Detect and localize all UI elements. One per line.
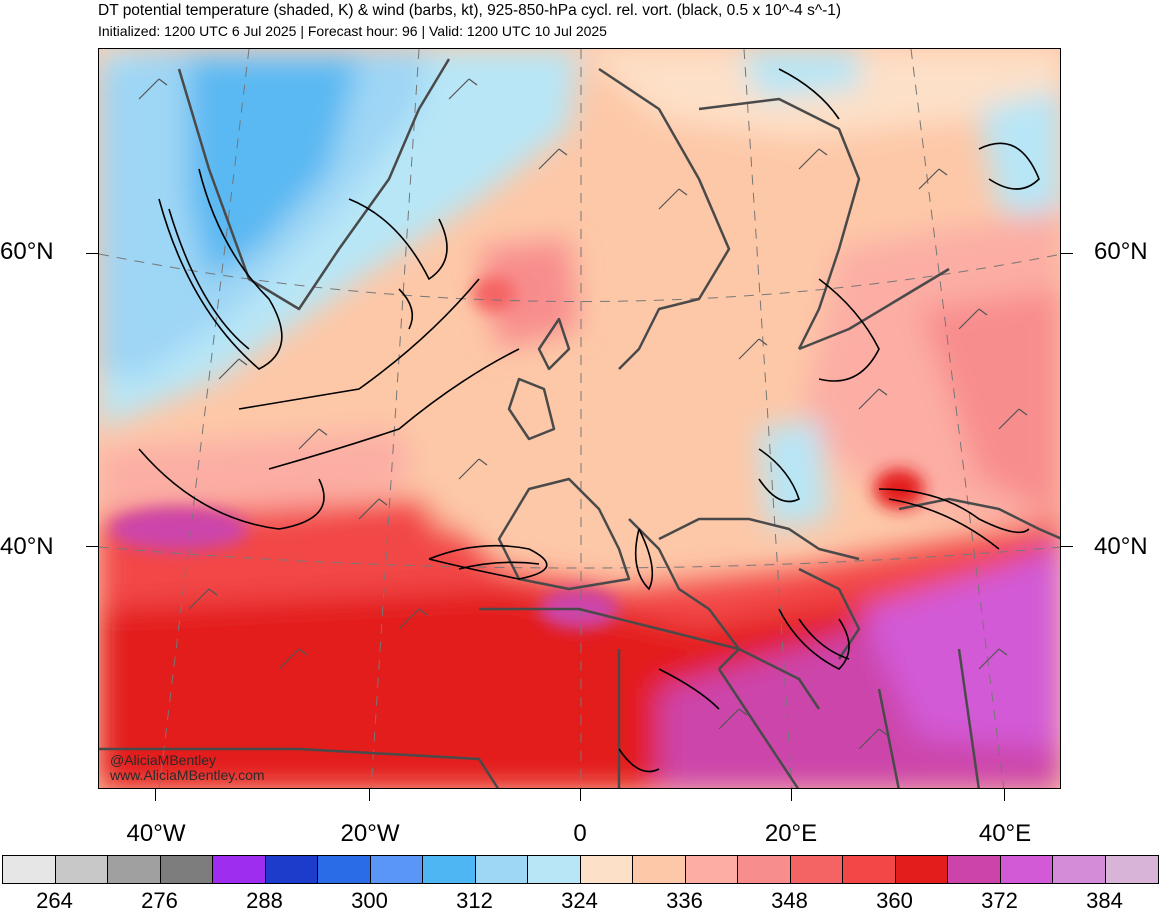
tick-bottom-0 <box>580 789 581 801</box>
colorbar-label: 384 <box>1086 888 1123 913</box>
colorbar-swatch <box>1053 856 1106 883</box>
colorbar-swatch <box>738 856 791 883</box>
colorbar-label: 372 <box>981 888 1018 913</box>
tick-bottom-40w <box>155 789 156 801</box>
lon-label-20e: 20°E <box>764 820 818 847</box>
colorbar-label: 300 <box>351 888 388 913</box>
lat-label-40n-left: 40°N <box>0 533 54 560</box>
watermark-url: www.AliciaMBentley.com <box>110 767 265 783</box>
colorbar-swatch <box>1105 856 1158 883</box>
colorbar <box>2 855 1159 884</box>
tick-left-60n <box>86 253 98 254</box>
colorbar-label: 324 <box>561 888 598 913</box>
colorbar-swatch <box>108 856 161 883</box>
colorbar-swatch <box>948 856 1001 883</box>
colorbar-swatch <box>318 856 371 883</box>
colorbar-label: 264 <box>36 888 73 913</box>
lat-label-40n-right: 40°N <box>1094 533 1148 560</box>
temperature-shading <box>99 49 1060 788</box>
map-panel <box>98 48 1061 789</box>
colorbar-swatch <box>3 856 56 883</box>
colorbar-swatch <box>160 856 213 883</box>
colorbar-label: 348 <box>771 888 808 913</box>
tick-bottom-20e <box>791 789 792 801</box>
colorbar-swatch <box>843 856 896 883</box>
colorbar-swatch <box>423 856 476 883</box>
watermark-handle: @AliciaMBentley <box>110 752 217 768</box>
colorbar-swatch <box>633 856 686 883</box>
tick-left-40n <box>86 546 98 547</box>
vorticity-contours <box>138 68 1040 773</box>
colorbar-swatch <box>895 856 948 883</box>
colorbar-swatch <box>370 856 423 883</box>
lat-label-60n-left: 60°N <box>0 238 54 265</box>
colorbar-swatch <box>213 856 266 883</box>
lon-label-40e: 40°E <box>978 820 1032 847</box>
tick-right-40n <box>1061 546 1073 547</box>
colorbar-label: 288 <box>246 888 283 913</box>
colorbar-label: 336 <box>666 888 703 913</box>
tick-bottom-40e <box>1004 789 1005 801</box>
colorbar-swatch <box>528 856 581 883</box>
map-subtitle: Initialized: 1200 UTC 6 Jul 2025 | Forec… <box>98 23 607 39</box>
colorbar-swatch <box>685 856 738 883</box>
colorbar-swatch <box>55 856 108 883</box>
temperature-highlights <box>109 276 924 629</box>
colorbar-swatch <box>1000 856 1053 883</box>
colorbar-label: 276 <box>141 888 178 913</box>
map-canvas <box>99 49 1060 788</box>
tick-right-60n <box>1061 253 1073 254</box>
colorbar-swatch <box>265 856 318 883</box>
lon-label-40w: 40°W <box>126 820 186 847</box>
colorbar-label: 360 <box>876 888 913 913</box>
graticule <box>99 49 1060 788</box>
colorbar-swatch <box>790 856 843 883</box>
wind-barbs <box>138 78 1028 750</box>
tick-bottom-20w <box>369 789 370 801</box>
colorbar-label: 312 <box>456 888 493 913</box>
colorbar-swatch <box>475 856 528 883</box>
lat-label-60n-right: 60°N <box>1094 238 1148 265</box>
map-title: DT potential temperature (shaded, K) & w… <box>98 2 842 19</box>
lon-label-20w: 20°W <box>340 820 400 847</box>
lon-label-0: 0 <box>573 820 587 847</box>
colorbar-swatch <box>580 856 633 883</box>
coastlines <box>99 58 1060 788</box>
